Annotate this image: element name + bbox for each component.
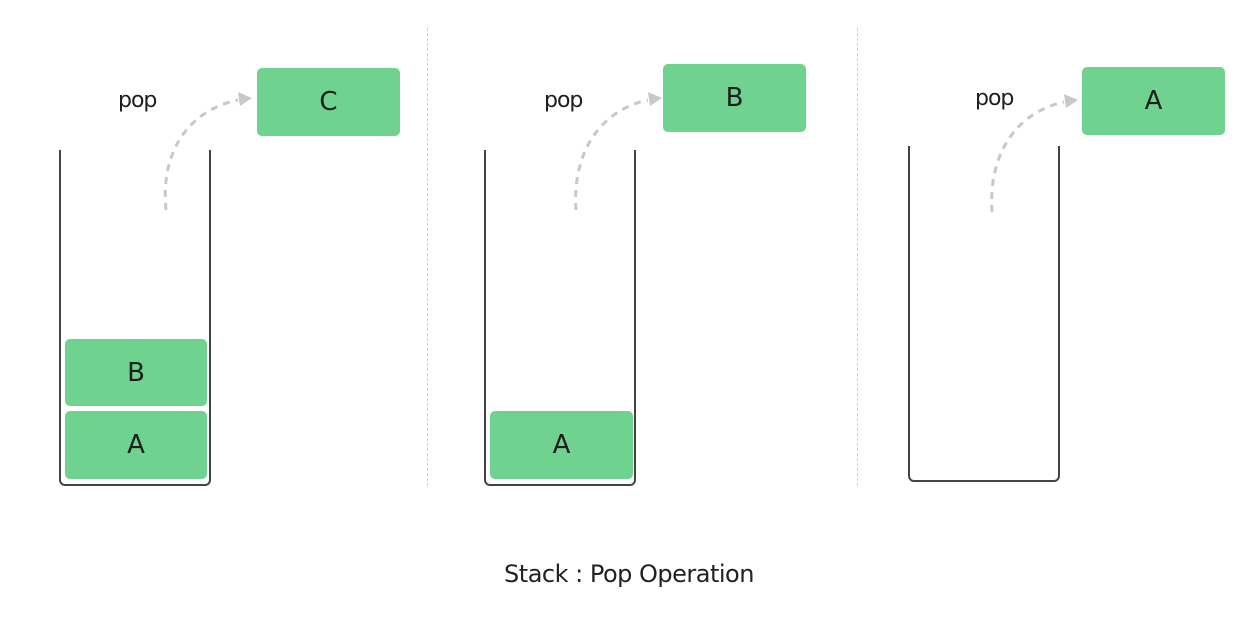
pop-arrow-icon	[163, 92, 252, 211]
panel-divider-1	[427, 28, 428, 486]
panel-pop-a: pop A	[838, 0, 1258, 520]
stack-element: B	[65, 339, 207, 406]
pop-label: pop	[118, 88, 157, 113]
pop-label: pop	[975, 86, 1014, 111]
diagram-caption: Stack : Pop Operation	[504, 560, 754, 588]
panel-divider-2	[857, 28, 858, 486]
panel-pop-b: pop B A	[426, 0, 846, 520]
pop-label: pop	[544, 88, 583, 113]
stack-container	[59, 150, 211, 486]
popped-element: A	[1082, 67, 1225, 135]
stack-container	[484, 150, 636, 486]
pop-arrow-icon	[990, 94, 1078, 213]
stack-container	[908, 146, 1060, 482]
popped-element: C	[257, 68, 400, 136]
stack-element: A	[65, 411, 207, 479]
popped-element: B	[663, 64, 806, 132]
panel-pop-c: pop C B A	[0, 0, 420, 520]
stack-element: A	[490, 411, 633, 479]
pop-arrow-icon	[574, 92, 662, 211]
